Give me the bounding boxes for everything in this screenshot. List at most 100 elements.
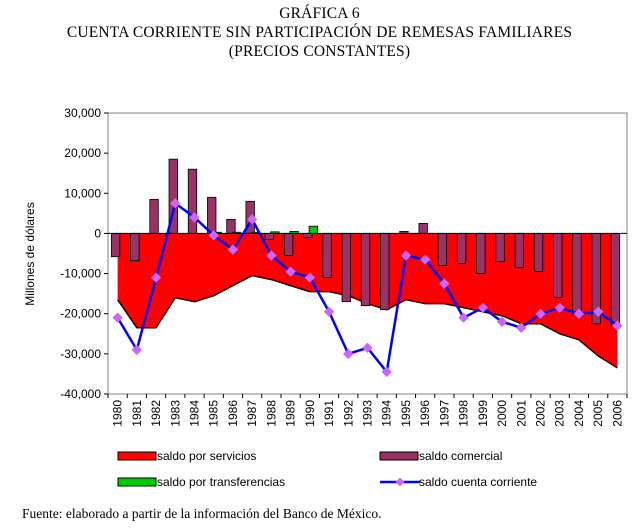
marker-saldo-cuenta-corriente-1999 xyxy=(477,302,489,313)
chart-subtitle: (PRECIOS CONSTANTES) xyxy=(228,43,411,60)
chart-title-number: GRÁFICA 6 xyxy=(279,5,360,22)
x-tick-label-1982: 1982 xyxy=(149,400,163,427)
x-tick-label-1981: 1981 xyxy=(130,400,144,427)
bar-saldo-comercial-1982 xyxy=(149,198,159,234)
x-tick-label-1996: 1996 xyxy=(418,400,432,427)
bar-saldo-comercial-1980 xyxy=(110,233,121,258)
x-tick-label-2001: 2001 xyxy=(514,400,528,427)
marker-saldo-cuenta-corriente-1981 xyxy=(131,344,143,356)
y-tick-label: -20,000 xyxy=(60,307,101,321)
legend-saldo-por-transferencias-swatch xyxy=(117,477,157,487)
y-tick-label: -40,000 xyxy=(60,387,101,401)
x-tick-label-1991: 1991 xyxy=(322,400,336,427)
x-tick-label-2006: 2006 xyxy=(610,400,624,427)
marker-saldo-cuenta-corriente-1989 xyxy=(285,266,296,277)
x-tick-label-1980: 1980 xyxy=(111,400,125,427)
marker-saldo-cuenta-corriente-2000 xyxy=(496,316,508,327)
bar-saldo-comercial-1994 xyxy=(380,233,390,311)
x-tick-label-1998: 1998 xyxy=(457,400,471,427)
marker-saldo-cuenta-corriente-1982 xyxy=(150,272,162,283)
marker-saldo-cuenta-corriente-1998 xyxy=(458,312,469,323)
marker-saldo-cuenta-corriente-2003 xyxy=(554,302,565,313)
bar-saldo-comercial-2000 xyxy=(495,233,505,262)
source-note: Fuente: elaborado a partir de la informa… xyxy=(22,506,382,521)
x-tick-label-1994: 1994 xyxy=(380,400,394,427)
bar-saldo-comercial-1993 xyxy=(360,233,371,307)
marker-saldo-cuenta-corriente-1986 xyxy=(227,244,239,255)
marker-saldo-cuenta-corriente-2002 xyxy=(535,308,546,319)
y-tick-label: 30,000 xyxy=(64,106,101,120)
y-tick-label: 0 xyxy=(94,226,101,240)
y-tick-label: -30,000 xyxy=(60,347,101,361)
marker-saldo-cuenta-corriente-1987 xyxy=(246,214,258,225)
x-tick-label-1999: 1999 xyxy=(476,400,490,427)
bar-saldo-comercial-1988 xyxy=(264,233,275,240)
bar-saldo-comercial-1992 xyxy=(341,233,351,303)
marker-saldo-cuenta-corriente-1990 xyxy=(304,272,316,283)
legend-saldo-por-servicios-label: saldo por servicios xyxy=(157,449,256,463)
x-tick-label-2004: 2004 xyxy=(572,400,586,427)
x-tick-label-1984: 1984 xyxy=(188,400,202,427)
x-tick-label-1985: 1985 xyxy=(207,400,221,427)
bar-saldo-comercial-1985 xyxy=(207,196,217,234)
bar-saldo-comercial-2006 xyxy=(610,233,621,327)
marker-saldo-cuenta-corriente-1988 xyxy=(266,250,277,261)
bar-saldo-comercial-1984 xyxy=(187,168,198,234)
marker-saldo-cuenta-corriente-2006 xyxy=(612,320,623,331)
marker-saldo-cuenta-corriente-1993 xyxy=(362,342,373,354)
marker-saldo-cuenta-corriente-1991 xyxy=(323,306,335,317)
plot-frame xyxy=(107,112,628,395)
marker-saldo-cuenta-corriente-2004 xyxy=(573,308,585,319)
marker-saldo-cuenta-corriente-1980 xyxy=(112,312,123,323)
legend-saldo-por-servicios-swatch xyxy=(117,451,157,461)
y-tick-label: 20,000 xyxy=(64,146,101,160)
legend-saldo-cuenta-corriente-label: saldo cuenta corriente xyxy=(419,475,537,489)
chart-heading: GRÁFICA 6 CUENTA CORRIENTE SIN PARTICIPA… xyxy=(0,4,639,61)
y-axis-label: Millones de dólares xyxy=(23,202,37,305)
bar-saldo-comercial-1991 xyxy=(322,233,332,278)
legend: saldo por servicios saldo comercial saldo … xyxy=(117,449,537,489)
marker-saldo-cuenta-corriente-1992 xyxy=(343,348,354,360)
marker-saldo-cuenta-corriente-1996 xyxy=(419,254,431,265)
x-tick-label-2000: 2000 xyxy=(495,400,509,427)
bar-saldo-comercial-1981 xyxy=(130,233,140,262)
chart: Millones de dólares 30,000 20,000 10,000 0 -… xyxy=(23,106,628,489)
bar-saldo-comercial-1986 xyxy=(226,218,236,234)
bar-saldo-comercial-1999 xyxy=(476,233,486,274)
x-tick-label-1983: 1983 xyxy=(168,400,182,427)
marker-saldo-cuenta-corriente-1995 xyxy=(400,250,412,261)
bar-saldo-por-transferencias-1990 xyxy=(308,225,318,234)
y-tick-label: 10,000 xyxy=(64,186,101,200)
x-tick-label-1987: 1987 xyxy=(245,400,259,427)
plot-area: 30,000 20,000 10,000 0 -10,000 -20,000 -30,000… xyxy=(60,106,628,427)
x-tick-label-1989: 1989 xyxy=(284,400,298,427)
legend-saldo-cuenta-corriente-marker xyxy=(395,477,405,487)
x-tick-label-1992: 1992 xyxy=(341,400,355,427)
x-tick-label-2005: 2005 xyxy=(591,400,605,427)
marker-saldo-cuenta-corriente-1997 xyxy=(439,278,450,289)
x-tick-label-1986: 1986 xyxy=(226,400,240,427)
x-tick-label-1990: 1990 xyxy=(303,400,317,427)
bar-saldo-comercial-1997 xyxy=(437,233,448,266)
marker-saldo-cuenta-corriente-1984 xyxy=(189,212,200,223)
bar-saldo-comercial-2002 xyxy=(533,233,544,272)
bar-saldo-comercial-1990 xyxy=(303,233,313,238)
bar-saldo-comercial-2004 xyxy=(572,233,582,315)
bar-saldo-comercial-1989 xyxy=(283,233,294,256)
marker-saldo-cuenta-corriente-2001 xyxy=(516,322,527,333)
x-tick-label-2003: 2003 xyxy=(553,400,567,427)
marker-saldo-cuenta-corriente-1983 xyxy=(170,198,181,209)
marker-saldo-cuenta-corriente-2005 xyxy=(592,306,604,317)
x-tick-label-2002: 2002 xyxy=(534,400,548,427)
x-tick-label-1997: 1997 xyxy=(437,400,451,427)
bar-saldo-comercial-1998 xyxy=(456,233,467,264)
bar-saldo-comercial-2003 xyxy=(553,233,563,299)
bar-saldo-comercial-2001 xyxy=(514,233,524,268)
marker-saldo-cuenta-corriente-1994 xyxy=(381,366,392,378)
x-tick-label-1988: 1988 xyxy=(264,400,278,427)
bar-saldo-comercial-1996 xyxy=(418,222,428,234)
x-tick-label-1995: 1995 xyxy=(399,400,413,427)
y-tick-label: -10,000 xyxy=(60,267,101,281)
x-tick-label-1993: 1993 xyxy=(361,400,375,427)
marker-saldo-cuenta-corriente-1985 xyxy=(208,230,219,241)
